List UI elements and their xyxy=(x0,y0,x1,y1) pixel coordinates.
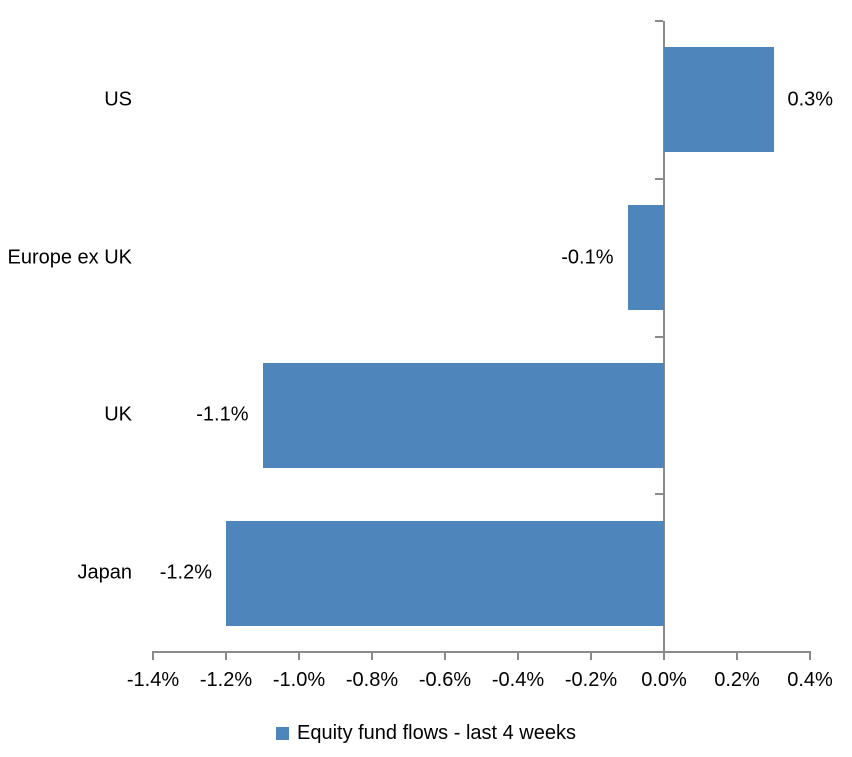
bar-europe-ex-uk xyxy=(627,205,664,311)
data-label-us: 0.3% xyxy=(787,88,834,111)
legend: Equity fund flows - last 4 weeks xyxy=(0,719,852,747)
x-tick-label: -1.0% xyxy=(272,669,326,691)
category-tick xyxy=(655,20,663,22)
x-tick xyxy=(152,652,154,660)
category-tick xyxy=(655,335,663,338)
legend-swatch-icon xyxy=(275,726,289,740)
category-label-europe-ex-uk: Europe ex UK xyxy=(7,246,132,269)
zero-axis-line xyxy=(663,21,665,660)
bar-us xyxy=(664,47,774,153)
data-label-uk: -1.1% xyxy=(196,403,249,426)
category-label-japan: Japan xyxy=(77,561,133,584)
x-tick-label: -1.4% xyxy=(126,669,180,691)
x-tick-label: 0.4% xyxy=(787,669,833,691)
x-tick-label: 0.2% xyxy=(714,669,760,691)
data-label-europe-ex-uk: -0.1% xyxy=(561,246,614,269)
category-label-uk: UK xyxy=(104,403,132,426)
bar-japan xyxy=(226,520,664,626)
legend-label: Equity fund flows - last 4 weeks xyxy=(296,721,576,744)
category-label-us: US xyxy=(104,88,132,111)
category-tick xyxy=(655,493,663,496)
x-tick xyxy=(225,652,227,660)
x-tick-label: -0.4% xyxy=(491,669,545,691)
x-tick-label: -0.6% xyxy=(418,669,472,691)
category-tick xyxy=(655,177,663,180)
x-tick xyxy=(298,652,300,660)
data-label-japan: -1.2% xyxy=(159,561,212,584)
x-tick xyxy=(736,652,738,660)
x-tick-label: 0.0% xyxy=(641,669,687,691)
x-tick-label: -0.2% xyxy=(564,669,618,691)
x-tick xyxy=(590,652,592,660)
x-tick xyxy=(444,652,446,660)
x-tick xyxy=(371,652,373,660)
x-tick-label: -0.8% xyxy=(345,669,399,691)
x-axis-line xyxy=(152,651,811,653)
x-tick xyxy=(517,652,519,660)
x-tick xyxy=(809,652,811,660)
bar-uk xyxy=(262,362,664,468)
x-tick-label: -1.2% xyxy=(199,669,253,691)
